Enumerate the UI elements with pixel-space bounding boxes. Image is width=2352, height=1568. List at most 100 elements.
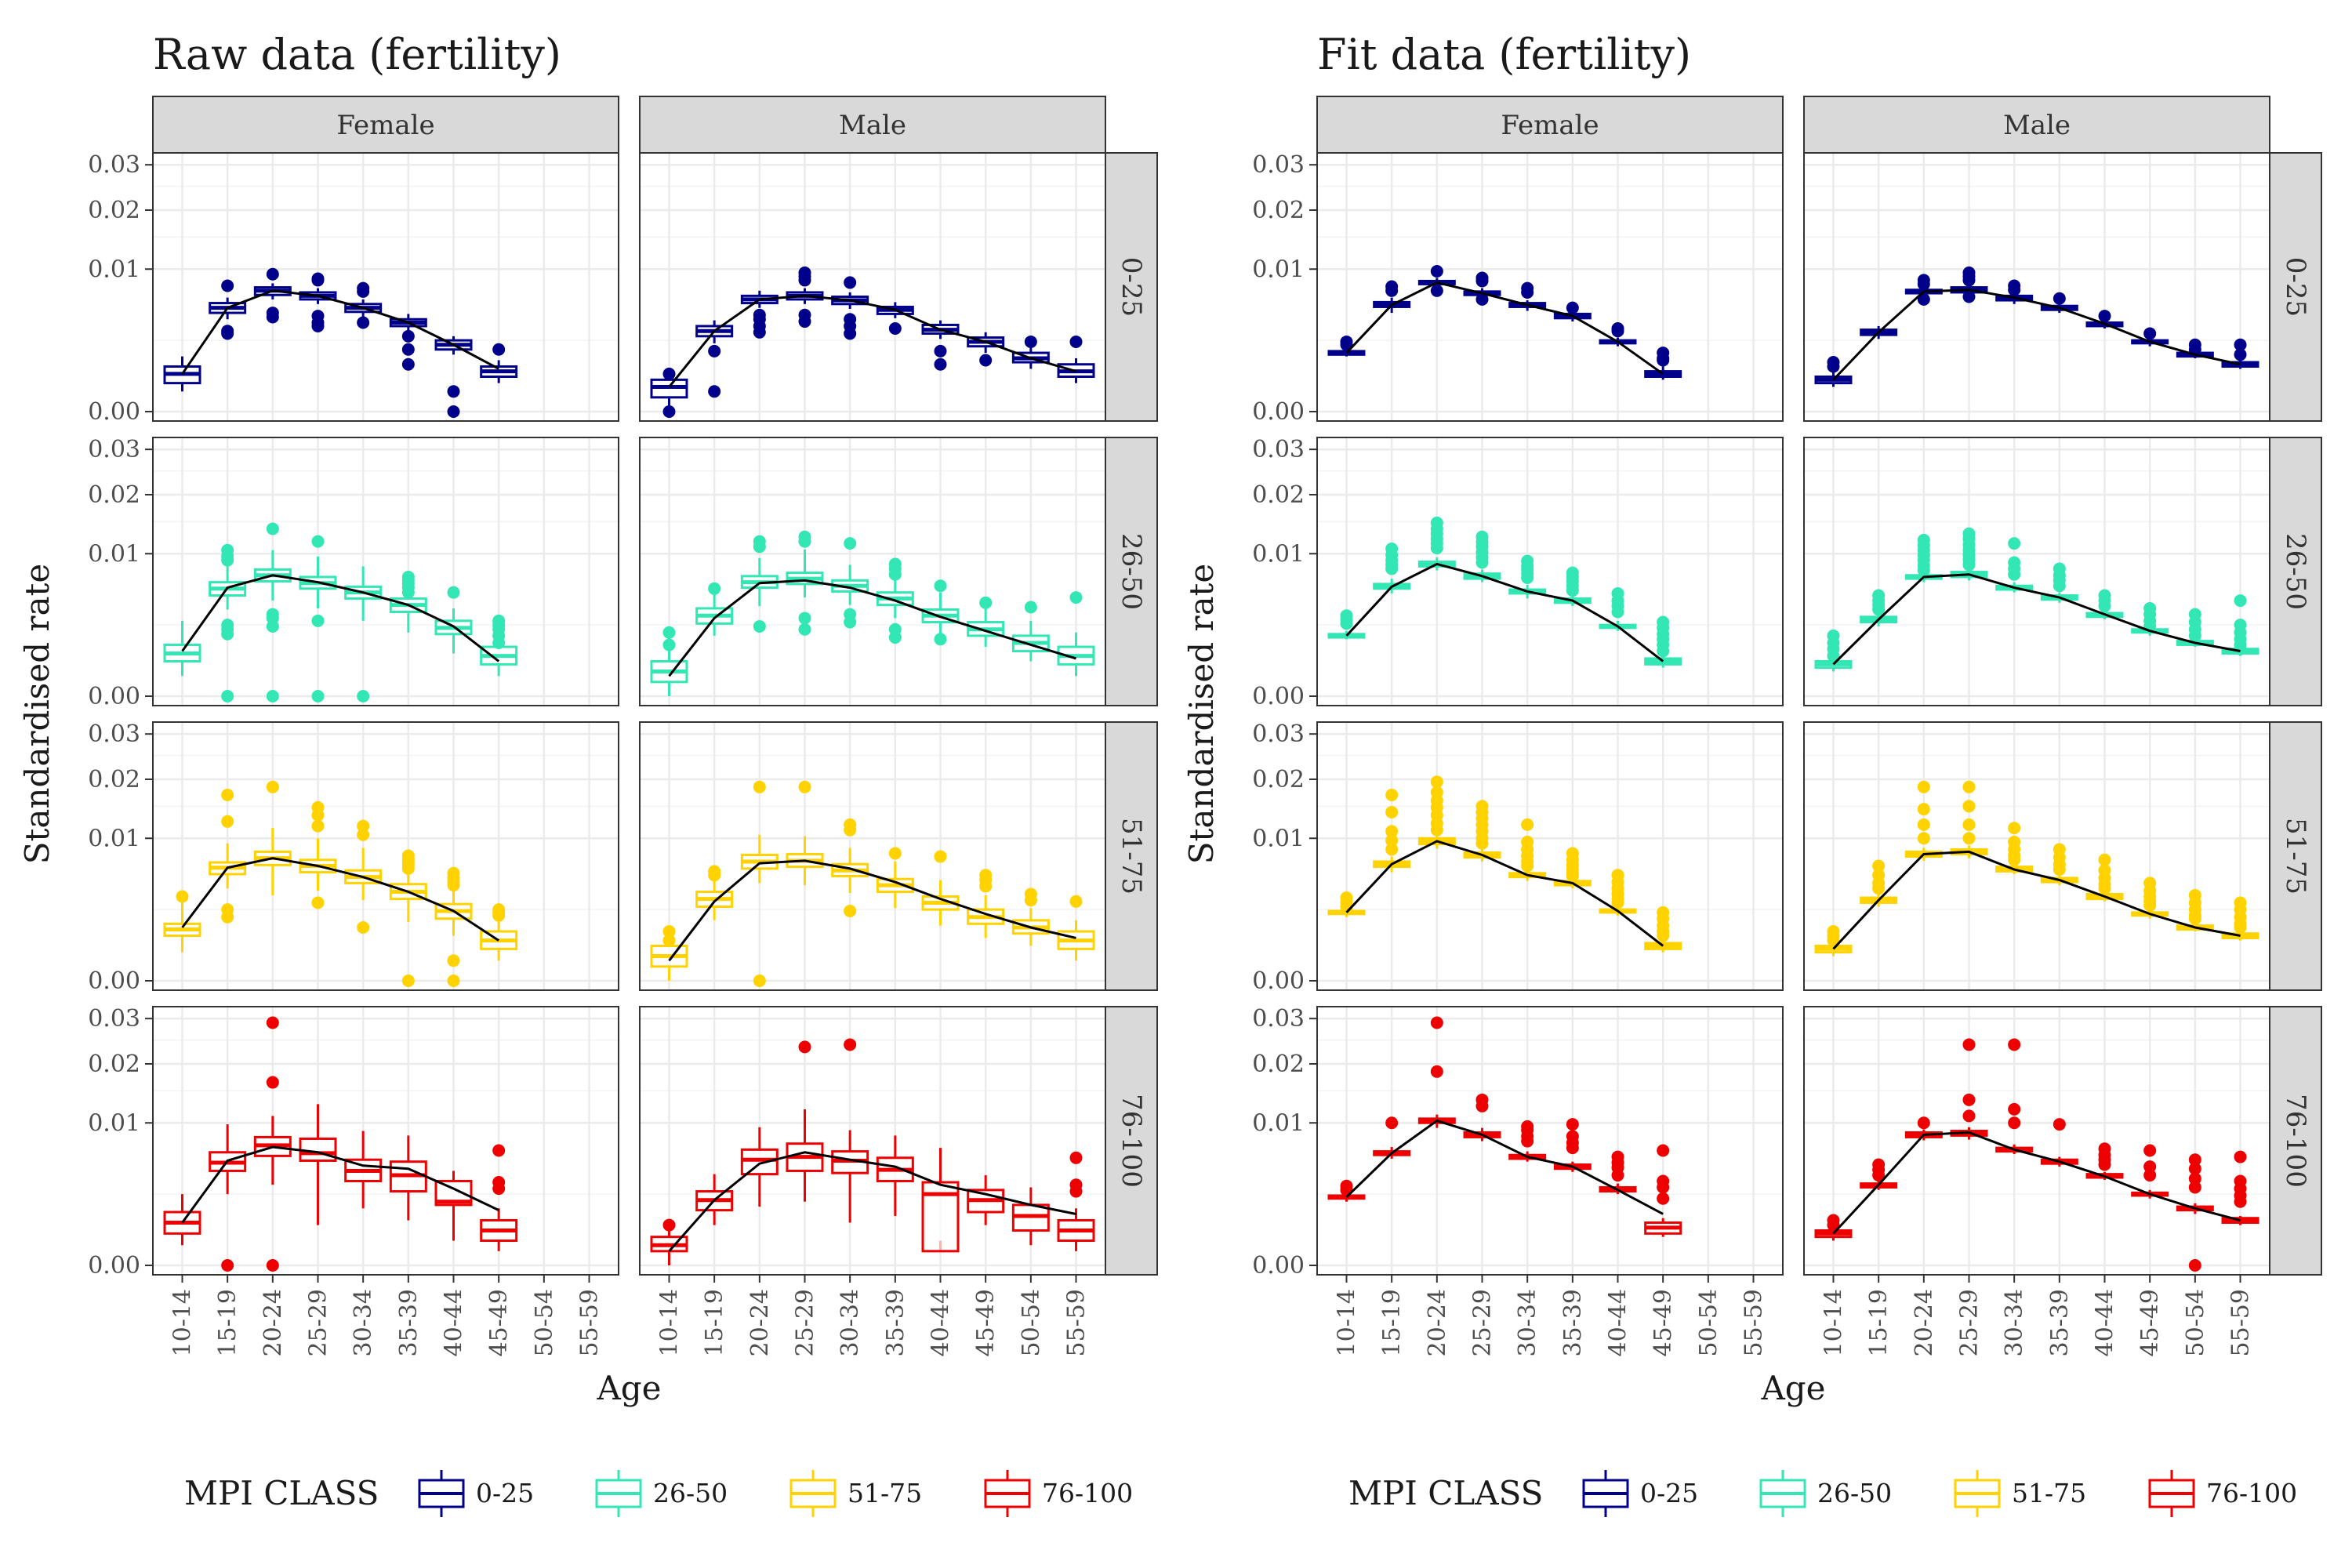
panel-female-76-100: 0.00 0.01 0.02 0.03 10-14 15-19 20-24 25-29 30-3… <box>88 1005 619 1356</box>
box-outlier <box>1611 1169 1624 1182</box>
box-iqr <box>740 1148 779 1176</box>
box-outlier <box>401 586 415 599</box>
box-iqr <box>299 1137 337 1162</box>
box-outlier <box>1657 1192 1670 1205</box>
y-tick-label: 0.01 <box>88 256 140 283</box>
panel-background <box>640 153 1105 421</box>
box-outlier <box>221 627 234 641</box>
box-outlier <box>708 869 721 882</box>
y-tick-label: 0.02 <box>88 481 140 509</box>
box-outlier <box>1872 1169 1886 1182</box>
x-tick-label: 35-39 <box>882 1289 909 1356</box>
box-outlier <box>311 274 325 287</box>
box-outlier <box>1917 278 1930 291</box>
row-strip-76-100 <box>1105 1006 1158 1276</box>
chart-0: Raw data (fertility)Female0.000.010.020.… <box>18 30 1158 1517</box>
box-outlier <box>2188 1162 2201 1175</box>
box-outlier <box>979 596 993 609</box>
box-outlier <box>662 405 676 418</box>
box-outlier <box>2234 338 2247 351</box>
box-outlier <box>662 925 676 938</box>
y-tick-label: 0.00 <box>1252 398 1305 426</box>
box-outlier <box>1521 572 1534 585</box>
y-axis-title: Standardised rate <box>18 564 56 865</box>
box-outlier <box>357 828 370 841</box>
box-outlier <box>266 619 279 633</box>
box-outlier <box>844 904 857 917</box>
box-outlier <box>2188 912 2201 925</box>
y-tick-label: 0.03 <box>88 720 140 748</box>
legend: MPI CLASS 0-25 26-50 51-75 76-100 <box>184 1470 1133 1517</box>
y-tick-label: 0.02 <box>88 766 140 793</box>
panel-male-0-25: 0-25 <box>1803 152 2322 422</box>
legend-label: 0-25 <box>1640 1478 1698 1508</box>
box-outlier <box>2098 310 2111 323</box>
box-outlier <box>708 385 721 398</box>
box-outlier <box>447 405 460 418</box>
row-label-26-50: 26-50 <box>1116 533 1147 610</box>
panel-background <box>1804 437 2270 706</box>
box-outlier <box>2098 1158 2111 1171</box>
chart-1: Fit data (fertility)Female0.000.010.020.… <box>1182 30 2322 1517</box>
series-line <box>1345 562 1664 662</box>
box-outlier <box>1917 832 1930 845</box>
panel-border <box>152 1006 619 1276</box>
y-tick-label: 0.00 <box>88 967 140 995</box>
x-tick-label: 20-24 <box>1911 1289 1938 1356</box>
box-outlier <box>1657 644 1670 658</box>
box-outlier <box>447 954 460 967</box>
box-outlier <box>1475 837 1489 850</box>
box-outlier <box>2188 629 2201 642</box>
box-outlier <box>662 626 676 639</box>
panel-female-76-100: 0.00 0.01 0.02 0.03 10-14 15-19 20-24 25-29 30-3… <box>1252 1005 1784 1356</box>
facet-label-female: Female <box>336 110 434 141</box>
box-outlier <box>1917 803 1930 816</box>
panel-border <box>1316 721 1784 991</box>
row-strip-51-75 <box>2269 721 2322 991</box>
x-tick-label: 50-54 <box>1018 1289 1045 1356</box>
panel-background <box>1804 153 2270 421</box>
box-outlier <box>492 1144 506 1157</box>
legend-key-51-75 <box>789 1470 837 1517</box>
box-outlier <box>708 344 721 358</box>
box-outlier <box>2008 1038 2021 1051</box>
row-label-76-100: 76-100 <box>1116 1094 1147 1188</box>
y-tick-label: 0.01 <box>1252 1109 1305 1137</box>
box-outlier <box>1657 1144 1670 1157</box>
panel-background <box>153 1007 619 1275</box>
x-tick-label: 40-44 <box>1605 1289 1632 1356</box>
y-tick-label: 0.03 <box>1252 1005 1305 1033</box>
box-outlier <box>1430 264 1443 278</box>
box-outlier <box>1385 1116 1399 1130</box>
box-outlier <box>1430 775 1443 789</box>
row-label-0-25: 0-25 <box>2280 257 2311 317</box>
row-label-26-50: 26-50 <box>2280 533 2311 610</box>
y-tick-label: 0.02 <box>88 1051 140 1078</box>
box-outlier <box>1917 1116 1930 1130</box>
box-outlier <box>1024 335 1037 348</box>
box-outlier <box>1962 780 1976 793</box>
box-outlier <box>266 267 279 281</box>
box-outlier <box>492 1182 506 1196</box>
box-outlier <box>1475 292 1489 306</box>
box-outlier <box>357 316 370 329</box>
box-outlier <box>2234 348 2247 361</box>
y-tick-label: 0.01 <box>1252 256 1305 283</box>
box-outlier <box>798 780 811 793</box>
y-tick-label: 0.00 <box>88 683 140 710</box>
box-outlier <box>1385 833 1399 847</box>
y-tick-label: 0.01 <box>88 1109 140 1137</box>
box-outlier <box>798 1040 811 1054</box>
box-outlier <box>1385 805 1399 818</box>
box-outlier <box>311 690 325 702</box>
box-outlier <box>357 285 370 298</box>
box-outlier <box>1962 290 1976 303</box>
x-tick-label: 25-29 <box>1955 1289 1983 1356</box>
box-outlier <box>844 1038 857 1051</box>
panel-male-51-75: 51-75 <box>1803 721 2322 991</box>
box-outlier <box>1611 605 1624 619</box>
box-outlier <box>1069 1185 1083 1198</box>
box-outlier <box>708 582 721 595</box>
panel-background <box>153 722 619 990</box>
